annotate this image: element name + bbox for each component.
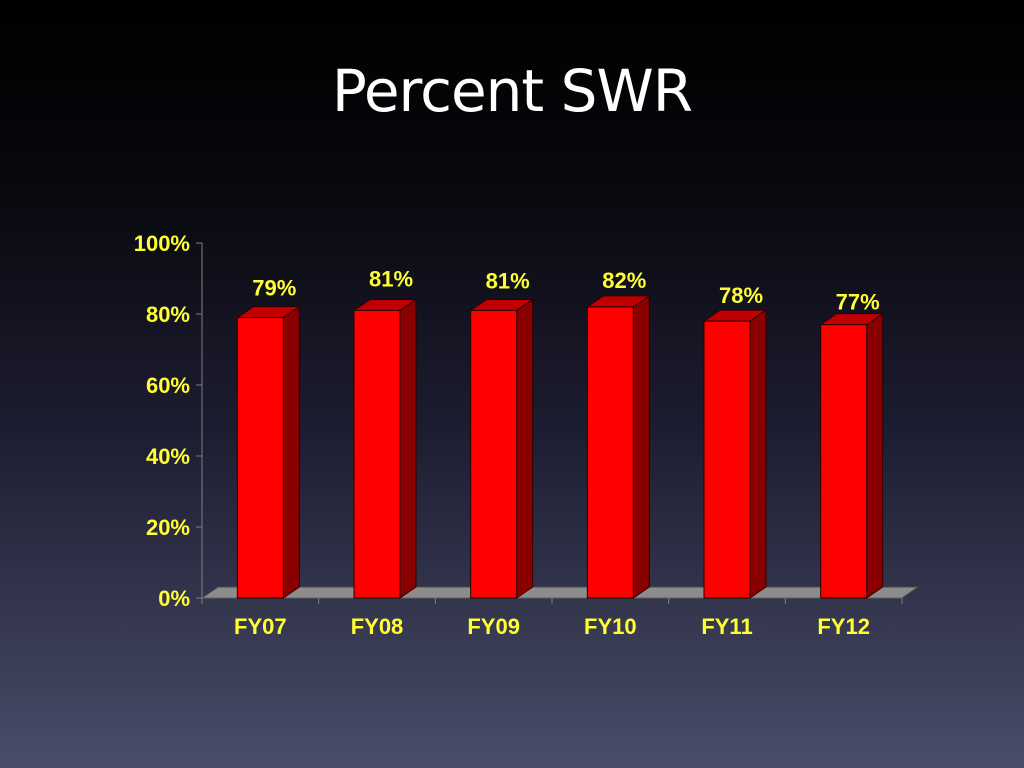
bars — [235, 294, 885, 599]
bar-side — [749, 309, 767, 599]
y-tick-label: 20% — [146, 515, 190, 540]
y-tick-label: 80% — [146, 302, 190, 327]
bar — [819, 312, 885, 599]
slide-title: Percent SWR — [331, 57, 693, 125]
data-label: 78% — [719, 283, 763, 308]
data-label: 82% — [602, 268, 646, 293]
y-tick-label: 0% — [158, 586, 190, 611]
bar — [352, 298, 418, 599]
bar-side — [866, 312, 884, 599]
bar — [585, 294, 651, 599]
bar — [469, 298, 535, 599]
bar-front — [236, 317, 284, 599]
x-tick-label: FY11 — [701, 614, 752, 639]
x-axis: FY07 FY08 FY09 FY10 FY11 FY12 — [201, 597, 903, 639]
x-tick-label: FY07 — [234, 614, 287, 639]
data-label: 81% — [486, 268, 530, 293]
x-tick-label: FY10 — [584, 614, 637, 639]
bar-side — [632, 294, 650, 599]
y-tick-label: 100% — [134, 231, 190, 256]
bar-side — [516, 298, 534, 599]
data-labels: 79% 81% 81% 82% 78% 77% — [252, 266, 879, 314]
bar-side — [282, 305, 300, 599]
bar-front — [703, 320, 751, 599]
bar-front — [470, 309, 518, 599]
bar — [235, 305, 301, 599]
bar — [702, 309, 768, 599]
x-tick-label: FY08 — [351, 614, 404, 639]
x-tick-label: FY12 — [817, 614, 870, 639]
bar-front — [353, 309, 401, 599]
bar-side — [399, 298, 417, 599]
bar-front — [820, 324, 868, 599]
chart-floor — [200, 586, 920, 599]
data-label: 79% — [252, 276, 296, 301]
bar-front — [586, 306, 634, 599]
floor-plane — [200, 586, 920, 599]
y-tick-label: 40% — [146, 444, 190, 469]
x-tick-label: FY09 — [467, 614, 520, 639]
data-label: 81% — [369, 266, 413, 291]
y-axis: 0% 20% 40% 60% 80% 100% — [134, 231, 203, 611]
y-tick-label: 60% — [146, 373, 190, 398]
data-label: 77% — [836, 290, 880, 315]
